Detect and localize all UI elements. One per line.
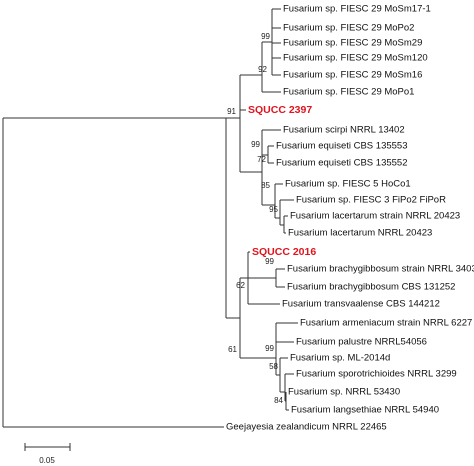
taxon-label: Fusarium equiseti CBS 135553 (276, 141, 408, 152)
taxon-label: Fusarium scirpi NRRL 13402 (283, 125, 405, 136)
bootstrap-value: 95 (269, 205, 278, 214)
taxon-label: Fusarium langsethiae NRRL 54940 (291, 405, 439, 416)
taxon-label: Fusarium lacertarum NRRL 20423 (288, 228, 432, 239)
taxon-label: Fusarium sp. FIESC 29 MoSm17-1 (283, 4, 431, 15)
taxon-label: Geejayesia zealandicum NRRL 22465 (226, 422, 387, 433)
taxon-label: Fusarium sp. ML-2014d (290, 353, 390, 364)
labels: Fusarium sp. FIESC 29 MoSm17-1 Fusarium s… (39, 4, 474, 466)
taxon-label: Fusarium brachygibbosum CBS 131252 (287, 282, 455, 293)
taxon-label: Fusarium sp. FIESC 29 MoSm16 (283, 70, 422, 81)
bootstrap-value: 58 (269, 362, 278, 371)
bootstrap-value: 84 (274, 396, 283, 405)
tree-branches (2, 8, 298, 428)
taxon-label: Fusarium palustre NRRL54056 (296, 337, 427, 348)
bootstrap-value: 99 (265, 344, 274, 353)
bootstrap-value: 62 (236, 281, 245, 290)
taxon-label: Fusarium sp. FIESC 29 MoPo2 (283, 23, 414, 34)
taxon-label: Fusarium sp. NRRL 53430 (288, 387, 400, 398)
taxon-label: Fusarium sporotrichioides NRRL 3299 (296, 369, 457, 380)
scale-bar-label: 0.05 (39, 456, 55, 465)
taxon-label: Fusarium sp. FIESC 29 MoPo1 (283, 87, 414, 98)
taxon-label: Fusarium transvaalense CBS 144212 (282, 299, 440, 310)
taxon-label: Fusarium brachygibbosum strain NRRL 3403… (287, 264, 474, 275)
bootstrap-value: 99 (251, 140, 260, 149)
taxon-label: Fusarium lacertarum strain NRRL 20423 (290, 211, 460, 222)
scale-bar (24, 443, 71, 451)
bootstrap-value: 99 (265, 257, 274, 266)
taxon-label: Fusarium sp. FIESC 3 FiPo2 FiPoR (296, 195, 446, 206)
taxon-label: Fusarium equiseti CBS 135552 (276, 158, 408, 169)
taxon-label: Fusarium armeniacum strain NRRL 6227 (300, 318, 472, 329)
taxon-label: Fusarium sp. FIESC 29 MoSm29 (283, 38, 422, 49)
highlighted-taxon: SQUCC 2016 (252, 246, 316, 258)
taxon-label: Fusarium sp. FIESC 5 HoCo1 (285, 179, 411, 190)
bootstrap-value: 91 (227, 107, 236, 116)
bootstrap-value: 61 (228, 345, 237, 354)
highlighted-taxon: SQUCC 2397 (248, 104, 312, 116)
taxon-label: Fusarium sp. FIESC 29 MoSm120 (283, 53, 428, 64)
bootstrap-value: 85 (261, 181, 270, 190)
bootstrap-value: 72 (257, 155, 266, 164)
bootstrap-value: 99 (261, 32, 270, 41)
bootstrap-value: 92 (258, 65, 267, 74)
